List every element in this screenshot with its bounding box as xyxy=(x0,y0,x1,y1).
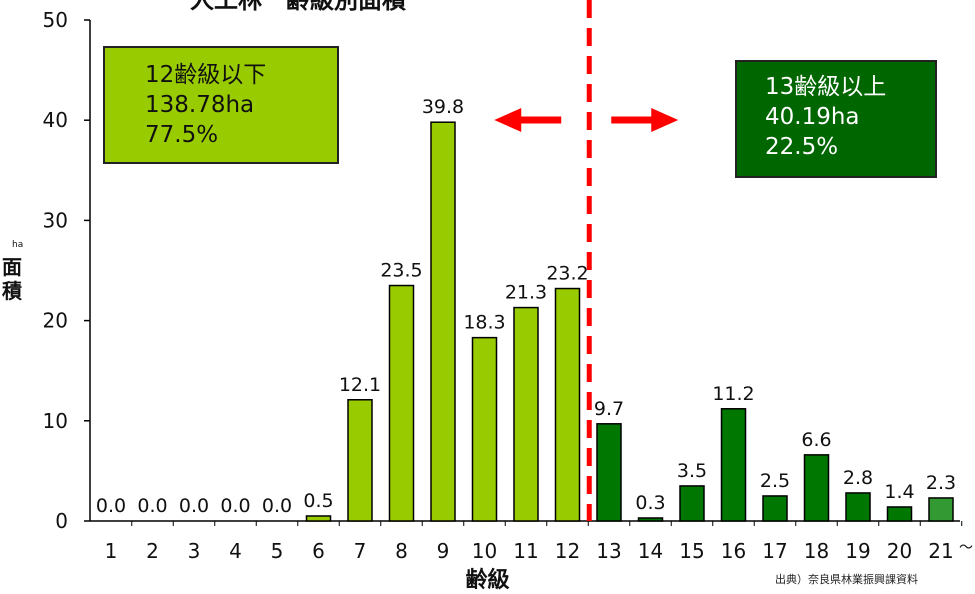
box-left-line2: 138.78ha xyxy=(145,92,255,118)
x-tick-label: 11 xyxy=(513,539,538,563)
bar-16 xyxy=(720,408,747,522)
y-axis-label: 面積 ha xyxy=(2,240,26,303)
source-note: 出典）奈良県林業振興課資料 xyxy=(775,573,918,586)
x-tick-label: 6 xyxy=(312,539,325,563)
data-label-13: 9.7 xyxy=(594,398,624,420)
y-tick-label: 50 xyxy=(43,8,68,32)
x-tick-suffix: ～ xyxy=(959,540,973,556)
x-tick-label: 20 xyxy=(887,539,912,563)
data-label-4: 0.0 xyxy=(220,495,250,517)
data-label-21: 2.3 xyxy=(926,472,956,494)
box-left-line1: 12齢級以下 xyxy=(145,62,267,88)
bar-7 xyxy=(347,399,373,522)
x-tick-label: 4 xyxy=(229,539,242,563)
bar-19 xyxy=(845,492,871,522)
x-tick-label: 17 xyxy=(762,539,787,563)
data-label-1: 0.0 xyxy=(96,495,126,517)
data-label-9: 39.8 xyxy=(422,96,464,118)
data-label-3: 0.0 xyxy=(179,495,209,517)
y-axis-label-text: 面積 xyxy=(2,255,22,303)
bar-8 xyxy=(388,284,415,522)
x-tick-label: 3 xyxy=(188,539,201,563)
x-tick-label: 8 xyxy=(395,539,408,563)
y-tick-label: 20 xyxy=(43,309,68,333)
y-tick-label: 30 xyxy=(43,208,68,232)
bar-11 xyxy=(513,306,539,522)
data-label-7: 12.1 xyxy=(339,374,381,396)
data-label-19: 2.8 xyxy=(843,467,873,489)
summary-box-under-12: 12齢級以下 138.78ha 77.5% xyxy=(103,46,339,164)
x-tick-label: 12 xyxy=(555,539,580,563)
bar-6 xyxy=(305,515,332,522)
x-tick-label: 13 xyxy=(596,539,621,563)
data-label-5: 0.0 xyxy=(262,495,292,517)
data-label-12: 23.2 xyxy=(546,263,588,285)
data-label-18: 6.6 xyxy=(801,429,831,451)
y-axis-unit: ha xyxy=(12,240,24,250)
bar-15 xyxy=(679,485,705,522)
x-tick-label: 1 xyxy=(105,539,118,563)
box-left-line3: 77.5% xyxy=(145,122,219,148)
x-tick-label: 16 xyxy=(721,539,746,563)
data-label-15: 3.5 xyxy=(677,460,707,482)
left-arrow-head xyxy=(494,108,522,132)
bar-17 xyxy=(762,495,788,522)
bar-20 xyxy=(886,506,913,522)
bar-13 xyxy=(596,423,622,522)
chart-title: 人工林 齢級別面積 xyxy=(190,0,406,14)
y-tick-label: 40 xyxy=(43,108,68,132)
data-label-17: 2.5 xyxy=(760,470,790,492)
x-tick-label: 9 xyxy=(437,539,450,563)
bar-18 xyxy=(803,454,830,522)
x-tick-label: 18 xyxy=(804,539,829,563)
box-right-line1: 13齢級以上 xyxy=(765,74,887,100)
box-right-line2: 40.19ha xyxy=(765,104,860,130)
data-label-2: 0.0 xyxy=(137,495,167,517)
bar-14 xyxy=(637,517,664,522)
y-tick-label: 0 xyxy=(55,509,68,533)
x-tick-label: 5 xyxy=(271,539,284,563)
data-label-8: 23.5 xyxy=(380,260,422,282)
data-label-10: 18.3 xyxy=(463,312,505,334)
data-label-16: 11.2 xyxy=(712,383,754,405)
box-right-line3: 22.5% xyxy=(765,134,839,160)
data-label-20: 1.4 xyxy=(884,481,914,503)
bar-21 xyxy=(928,497,954,522)
x-tick-label: 21 xyxy=(928,539,953,563)
data-label-6: 0.5 xyxy=(303,490,333,512)
bar-12 xyxy=(554,287,581,522)
x-tick-label: 19 xyxy=(845,539,870,563)
bar-10 xyxy=(471,336,498,522)
summary-box-over-13: 13齢級以上 40.19ha 22.5% xyxy=(735,60,937,178)
x-tick-label: 14 xyxy=(638,539,663,563)
data-label-11: 21.3 xyxy=(505,282,547,304)
data-label-14: 0.3 xyxy=(635,492,665,514)
bar-9 xyxy=(430,121,456,522)
x-tick-label: 2 xyxy=(146,539,159,563)
x-tick-label: 10 xyxy=(472,539,497,563)
x-tick-label: 7 xyxy=(354,539,367,563)
x-tick-label: 15 xyxy=(679,539,704,563)
y-tick-label: 10 xyxy=(43,409,68,433)
right-arrow-head xyxy=(651,108,679,132)
